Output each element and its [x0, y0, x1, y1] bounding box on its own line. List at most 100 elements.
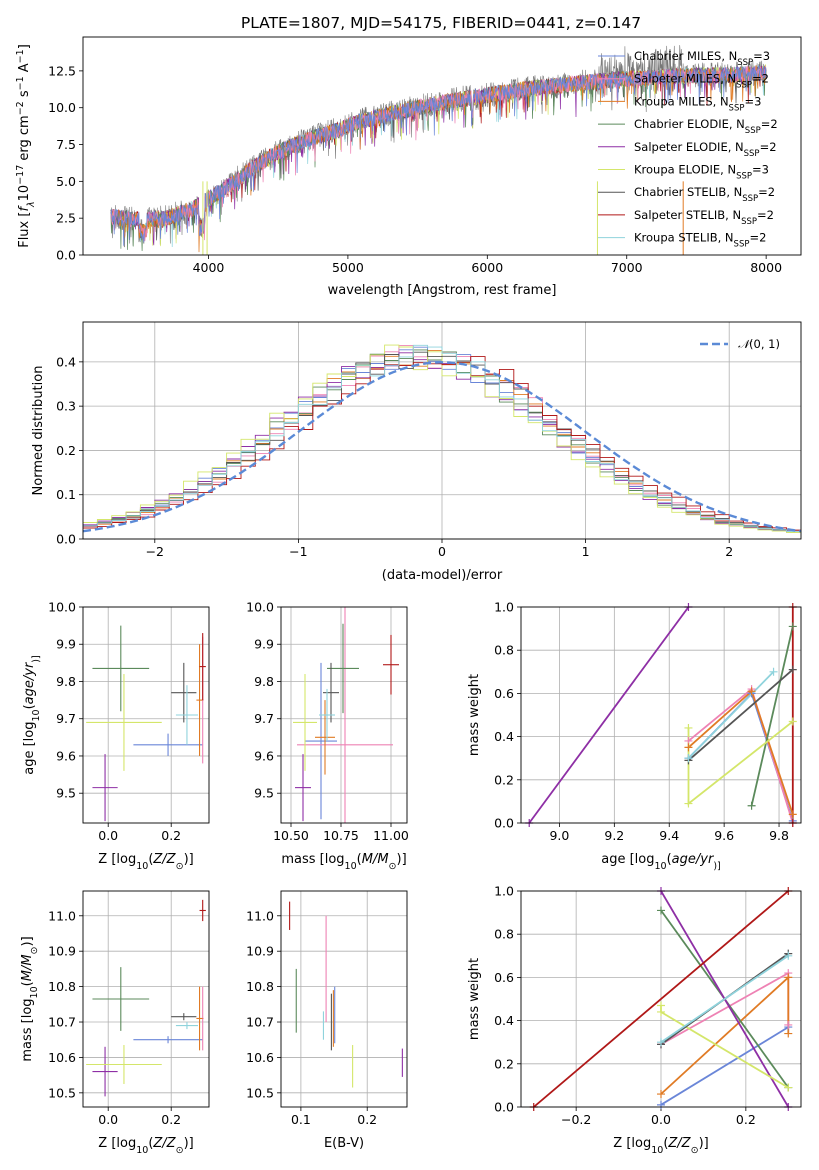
y-tick-label: 0.4 — [494, 729, 514, 744]
legend-entry-sub: SSP — [737, 58, 753, 68]
y-axis-label: Normed distribution — [31, 366, 46, 496]
legend-entry-end: =3 — [752, 163, 769, 177]
x-tick-label: 0.1 — [291, 1112, 311, 1127]
x-axis-label-part: mass [log — [281, 852, 344, 867]
y-tick-label: 10.9 — [48, 944, 76, 959]
y-axis-label-part: −1 — [15, 49, 26, 63]
x-axis-label-part: 10 — [655, 861, 667, 872]
residual-histogram — [83, 351, 801, 532]
weight-point — [747, 687, 756, 696]
residual-histogram — [83, 356, 801, 531]
metallicity-mass-panel: 0.0 0.210.510.610.710.810.911.0Z [log10(Z… — [20, 890, 210, 1156]
mass-age-panel: 10.50 10.75 11.00 9.5 9.6 9.7 9.8 9.9 10.0 mass [… — [246, 600, 409, 872]
x-axis-label-part: ( — [663, 1136, 668, 1151]
legend-entry-sub: SSP — [745, 126, 761, 136]
y-tick-label: 0.3 — [56, 399, 76, 414]
x-tick-label: 0.0 — [98, 1112, 118, 1127]
plot-area — [528, 607, 794, 823]
y-tick-label: 11.0 — [246, 908, 274, 923]
y-tick-label: 0.1 — [56, 487, 76, 502]
x-tick-label: 0.0 — [651, 1112, 671, 1127]
y-tick-label: 0.6 — [494, 686, 514, 701]
y-axis-label-part: M/M — [20, 954, 35, 981]
y-tick-label: 0.0 — [494, 1100, 514, 1115]
legend: 𝒩(0, 1) — [700, 337, 780, 351]
y-tick-label: 10.6 — [48, 1050, 76, 1065]
y-tick-label: 7.5 — [56, 137, 76, 152]
y-axis-label-part: s — [17, 90, 32, 101]
axes-frame — [82, 36, 802, 256]
weight-point — [747, 801, 756, 810]
y-axis-label-part: A — [17, 63, 32, 76]
x-axis-label-part: 10 — [136, 861, 148, 872]
x-axis-label-part: ( — [667, 852, 672, 867]
weight-line — [687, 687, 794, 823]
weight-point — [788, 717, 797, 726]
legend-entry-end: =2 — [761, 117, 778, 131]
weight-line — [750, 626, 794, 806]
legend-entry-text: Chabrier MILES, N — [634, 49, 737, 63]
y-tick-label: 0.6 — [494, 970, 514, 985]
y-axis-label-part: f — [17, 205, 32, 212]
y-axis-label: mass weight — [467, 674, 482, 756]
y-tick-label: 0.0 — [56, 532, 76, 547]
legend-entry: Chabrier MILES, NSSP=3 — [634, 49, 770, 68]
x-axis-label-part: ⊙ — [176, 1145, 184, 1156]
x-tick-label: 1 — [582, 544, 590, 559]
weight-point — [784, 1020, 793, 1029]
legend-entry-end: =2 — [752, 72, 769, 86]
legend-entry-end: =2 — [760, 140, 777, 154]
legend-entry: Chabrier ELODIE, NSSP=2 — [634, 117, 778, 136]
weight-point — [684, 743, 693, 752]
residual-histogram — [83, 344, 801, 532]
x-axis-label-part: Z/Z — [152, 1136, 176, 1151]
legend-entry-end: =3 — [753, 49, 770, 63]
y-tick-label: 0.0 — [56, 248, 76, 263]
y-tick-label: 0.8 — [494, 927, 514, 942]
metallicity-weight-panel: −0.2 0.0 0.2 0.0 0.2 0.4 0.6 0.8 1.0 Z [log10(Z/Z… — [467, 884, 802, 1156]
legend-entry: Salpeter ELODIE, NSSP=2 — [634, 140, 777, 159]
weight-point — [788, 622, 797, 631]
legend-entry-end: =2 — [758, 185, 775, 199]
legend-entry-sub: SSP — [742, 194, 758, 204]
x-axis-label: E(B-V) — [324, 1136, 364, 1151]
x-axis-label: wavelength [Angstrom, rest frame] — [328, 283, 557, 298]
x-tick-label: 0 — [438, 544, 446, 559]
x-tick-label: 9.2 — [604, 828, 624, 843]
legend-text: (0, 1) — [749, 337, 780, 351]
legend-entry-sub: SSP — [729, 103, 745, 113]
weight-line — [528, 607, 690, 823]
metallicity-age-panel: 0.0 0.29.59.69.79.89.910.0Z [log10(Z/Z⊙)]… — [22, 600, 210, 872]
y-tick-label: 12.5 — [48, 63, 76, 78]
weight-point — [657, 1090, 665, 1099]
x-tick-label: 0.2 — [736, 1112, 756, 1127]
x-axis-label-part: ⊙ — [691, 1145, 699, 1156]
x-axis-label-part: Z/Z — [152, 852, 176, 867]
y-tick-label: 10.8 — [246, 979, 274, 994]
legend-entry-text: Kroupa STELIB, N — [634, 231, 734, 245]
x-tick-label: 9.4 — [659, 828, 679, 843]
y-tick-label: 10.5 — [246, 1085, 274, 1100]
y-tick-label: 10.5 — [48, 1085, 76, 1100]
legend-entry: 𝒩(0, 1) — [738, 337, 780, 351]
weight-line — [660, 1026, 789, 1106]
gridlines — [281, 606, 407, 823]
y-tick-label: 5.0 — [56, 174, 76, 189]
y-axis-label-part: −17 — [15, 165, 26, 185]
x-axis-label-part: M/M — [362, 852, 389, 867]
y-tick-label: 9.7 — [254, 711, 274, 726]
legend-entry-end: =3 — [744, 94, 761, 108]
y-axis-label-part: age [log — [22, 721, 37, 774]
legend-entry-text: Salpeter STELIB, N — [634, 208, 741, 222]
y-tick-label: 9.8 — [56, 674, 76, 689]
y-axis-label-part: −1 — [15, 76, 26, 90]
x-axis-label-part: Z [log — [613, 1136, 651, 1151]
y-tick-label: 9.5 — [56, 786, 76, 801]
x-axis-label-part: ( — [357, 852, 362, 867]
weight-line — [533, 891, 789, 1107]
x-tick-label: 2 — [725, 544, 733, 559]
x-axis-label-part: )] — [184, 852, 194, 867]
x-tick-label: 0.0 — [98, 828, 118, 843]
x-axis-label: Z [log10(Z/Z⊙)] — [613, 1136, 708, 1156]
figure-title: PLATE=1807, MJD=54175, FIBERID=0441, z=0… — [241, 14, 641, 32]
